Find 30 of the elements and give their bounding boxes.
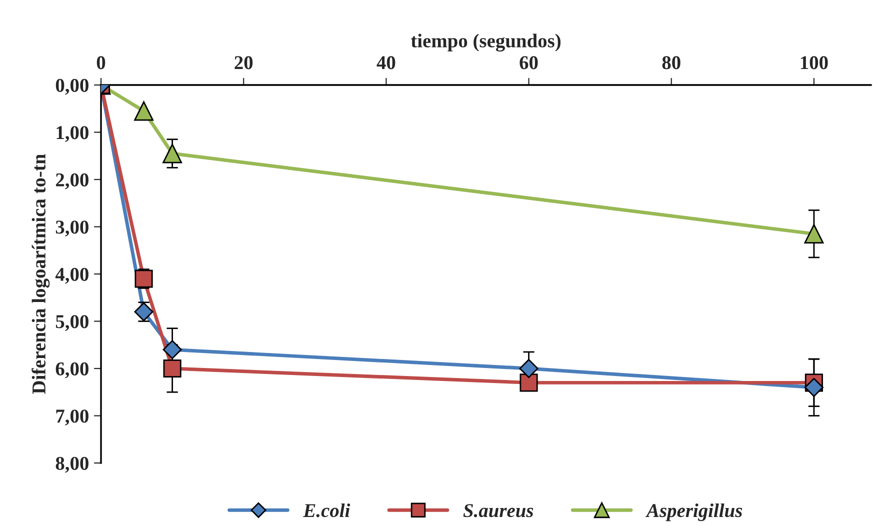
y-tick-label: 6,00 (56, 362, 88, 378)
x-tick-label: 100 (800, 56, 828, 70)
legend-label: S.aureus (463, 504, 534, 518)
x-tick-label: 60 (520, 56, 538, 70)
y-tick-label: 0,00 (56, 78, 88, 95)
point (804, 378, 824, 397)
y-tick-label: 4,00 (55, 268, 88, 284)
y-tick-label: 5,00 (56, 315, 88, 332)
x-tick-label: 0 (96, 56, 106, 70)
y-tick-label: 2,00 (56, 173, 88, 190)
y-tick-label: 8,00 (56, 456, 88, 473)
point (162, 340, 182, 360)
x-tick-label: 20 (234, 56, 253, 70)
point (520, 374, 538, 392)
point (134, 302, 154, 322)
x-axis-title: tiempo (segundos) (410, 34, 560, 52)
y-tick-label: 7,00 (56, 410, 88, 426)
y-tick-label: 1,00 (56, 126, 88, 142)
point (163, 359, 182, 378)
legend-label: E.coli (303, 503, 350, 518)
point (804, 224, 824, 244)
y-axis-title: Diferencia logoarítmica to-tn (32, 154, 50, 394)
point (134, 101, 154, 121)
x-tick-label: 40 (376, 56, 396, 70)
legend-label: Asperigillus (646, 503, 742, 522)
point (134, 270, 153, 288)
y-tick-label: 3,00 (56, 220, 88, 237)
point (519, 358, 538, 378)
x-tick-label: 80 (662, 56, 680, 70)
point (162, 144, 182, 164)
